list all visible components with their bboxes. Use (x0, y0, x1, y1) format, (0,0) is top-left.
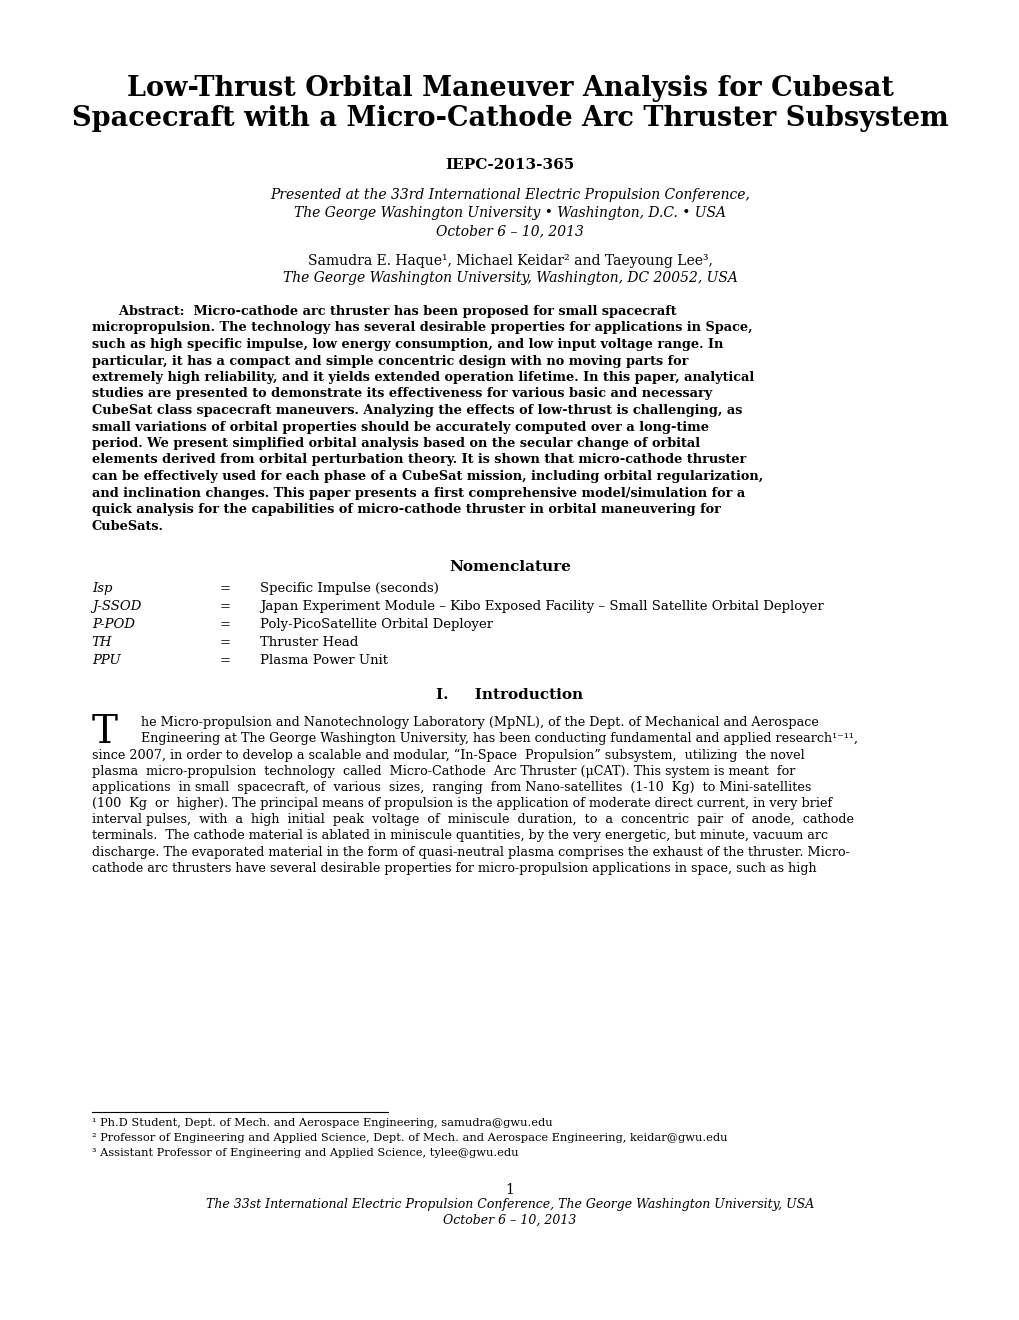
Text: The George Washington University • Washington, D.C. • USA: The George Washington University • Washi… (293, 206, 726, 220)
Text: elements derived from orbital perturbation theory. It is shown that micro-cathod: elements derived from orbital perturbati… (92, 454, 745, 466)
Text: Spacecraft with a Micro-Cathode Arc Thruster Subsystem: Spacecraft with a Micro-Cathode Arc Thru… (71, 106, 948, 132)
Text: ³ Assistant Professor of Engineering and Applied Science, tylee@gwu.edu: ³ Assistant Professor of Engineering and… (92, 1148, 518, 1158)
Text: CubeSat class spacecraft maneuvers. Analyzing the effects of low-thrust is chall: CubeSat class spacecraft maneuvers. Anal… (92, 404, 742, 417)
Text: terminals.  The cathode material is ablated in miniscule quantities, by the very: terminals. The cathode material is ablat… (92, 829, 827, 842)
Text: Specific Impulse (seconds): Specific Impulse (seconds) (260, 582, 438, 595)
Text: Plasma Power Unit: Plasma Power Unit (260, 653, 387, 667)
Text: period. We present simplified orbital analysis based on the secular change of or: period. We present simplified orbital an… (92, 437, 699, 450)
Text: Japan Experiment Module – Kibo Exposed Facility – Small Satellite Orbital Deploy: Japan Experiment Module – Kibo Exposed F… (260, 601, 823, 612)
Text: I.     Introduction: I. Introduction (436, 688, 583, 702)
Text: extremely high reliability, and it yields extended operation lifetime. In this p: extremely high reliability, and it yield… (92, 371, 753, 384)
Text: quick analysis for the capabilities of micro-cathode thruster in orbital maneuve: quick analysis for the capabilities of m… (92, 503, 720, 516)
Text: =: = (219, 582, 230, 595)
Text: October 6 – 10, 2013: October 6 – 10, 2013 (443, 1214, 576, 1228)
Text: PPU: PPU (92, 653, 120, 667)
Text: studies are presented to demonstrate its effectiveness for various basic and nec: studies are presented to demonstrate its… (92, 388, 711, 400)
Text: micropropulsion. The technology has several desirable properties for application: micropropulsion. The technology has seve… (92, 322, 752, 334)
Text: can be effectively used for each phase of a CubeSat mission, including orbital r: can be effectively used for each phase o… (92, 470, 762, 483)
Text: since 2007, in order to develop a scalable and modular, “In-Space  Propulsion” s: since 2007, in order to develop a scalab… (92, 748, 804, 762)
Text: P-POD: P-POD (92, 618, 135, 631)
Text: =: = (219, 653, 230, 667)
Text: Engineering at The George Washington University, has been conducting fundamental: Engineering at The George Washington Uni… (141, 733, 857, 746)
Text: Isp: Isp (92, 582, 112, 595)
Text: =: = (219, 636, 230, 649)
Text: discharge. The evaporated material in the form of quasi-neutral plasma comprises: discharge. The evaporated material in th… (92, 846, 849, 858)
Text: October 6 – 10, 2013: October 6 – 10, 2013 (436, 224, 583, 238)
Text: IEPC-2013-365: IEPC-2013-365 (445, 158, 574, 172)
Text: applications  in small  spacecraft, of  various  sizes,  ranging  from Nano-sate: applications in small spacecraft, of var… (92, 781, 810, 793)
Text: plasma  micro-propulsion  technology  called  Micro-Cathode  Arc Thruster (μCAT): plasma micro-propulsion technology calle… (92, 764, 795, 777)
Text: Abstract:  Micro-cathode arc thruster has been proposed for small spacecraft: Abstract: Micro-cathode arc thruster has… (92, 305, 676, 318)
Text: such as high specific impulse, low energy consumption, and low input voltage ran: such as high specific impulse, low energ… (92, 338, 722, 351)
Text: ¹ Ph.D Student, Dept. of Mech. and Aerospace Engineering, samudra@gwu.edu: ¹ Ph.D Student, Dept. of Mech. and Aeros… (92, 1118, 552, 1129)
Text: Thruster Head: Thruster Head (260, 636, 358, 649)
Text: interval pulses,  with  a  high  initial  peak  voltage  of  miniscule  duration: interval pulses, with a high initial pea… (92, 813, 853, 826)
Text: Nomenclature: Nomenclature (448, 560, 571, 574)
Text: =: = (219, 601, 230, 612)
Text: The George Washington University, Washington, DC 20052, USA: The George Washington University, Washin… (282, 271, 737, 285)
Text: cathode arc thrusters have several desirable properties for micro-propulsion app: cathode arc thrusters have several desir… (92, 862, 815, 875)
Text: Poly-PicoSatellite Orbital Deployer: Poly-PicoSatellite Orbital Deployer (260, 618, 493, 631)
Text: =: = (219, 618, 230, 631)
Text: T: T (92, 714, 117, 751)
Text: Presented at the 33rd International Electric Propulsion Conference,: Presented at the 33rd International Elec… (270, 187, 749, 202)
Text: CubeSats.: CubeSats. (92, 520, 163, 532)
Text: ² Professor of Engineering and Applied Science, Dept. of Mech. and Aerospace Eng: ² Professor of Engineering and Applied S… (92, 1133, 727, 1143)
Text: (100  Kg  or  higher). The principal means of propulsion is the application of m: (100 Kg or higher). The principal means … (92, 797, 832, 810)
Text: The 33st International Electric Propulsion Conference, The George Washington Uni: The 33st International Electric Propulsi… (206, 1199, 813, 1210)
Text: small variations of orbital properties should be accurately computed over a long: small variations of orbital properties s… (92, 421, 708, 433)
Text: Samudra E. Haque¹, Michael Keidar² and Taeyoung Lee³,: Samudra E. Haque¹, Michael Keidar² and T… (308, 253, 711, 268)
Text: TH: TH (92, 636, 112, 649)
Text: particular, it has a compact and simple concentric design with no moving parts f: particular, it has a compact and simple … (92, 355, 688, 367)
Text: 1: 1 (505, 1183, 514, 1197)
Text: he Micro-propulsion and Nanotechnology Laboratory (MpNL), of the Dept. of Mechan: he Micro-propulsion and Nanotechnology L… (141, 715, 818, 729)
Text: Low-Thrust Orbital Maneuver Analysis for Cubesat: Low-Thrust Orbital Maneuver Analysis for… (126, 75, 893, 102)
Text: J-SSOD: J-SSOD (92, 601, 141, 612)
Text: and inclination changes. This paper presents a first comprehensive model/simulat: and inclination changes. This paper pres… (92, 487, 744, 499)
